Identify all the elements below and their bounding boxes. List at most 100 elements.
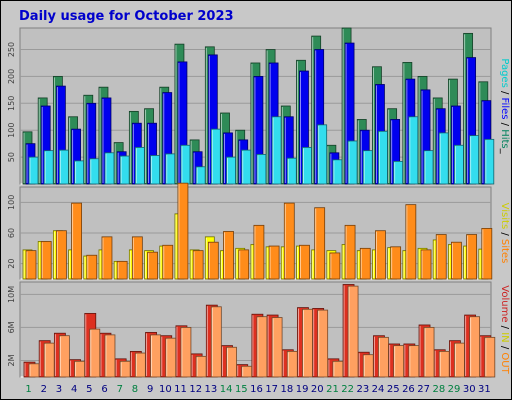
bar-volume-out	[195, 355, 207, 378]
bar-body	[147, 251, 158, 280]
legend-item: Hits	[499, 129, 510, 148]
bar-body	[238, 249, 250, 280]
bar-body	[58, 149, 69, 185]
bar-body	[378, 336, 389, 378]
bar-body	[180, 327, 192, 378]
x-tick-label: 18	[281, 384, 294, 395]
bar-body	[359, 247, 371, 280]
legend-item: /	[499, 119, 510, 129]
bar-body	[162, 244, 174, 280]
x-tick-label: 21	[326, 384, 339, 395]
legend-item: IN	[499, 332, 510, 342]
bar-volume-out	[438, 350, 450, 378]
bar-visits-sites	[390, 246, 402, 280]
bar-body	[454, 342, 465, 378]
bar-body	[101, 236, 113, 280]
x-tick-label: 28	[432, 384, 445, 395]
legend-item: /	[499, 88, 510, 98]
y-tick-label: 250	[7, 42, 16, 57]
bar-visits-sites	[40, 241, 52, 280]
bar-hits-pages	[28, 156, 39, 185]
bar-hits-pages	[58, 149, 69, 185]
bar-body	[55, 230, 67, 280]
x-tick-label: 15	[235, 384, 248, 395]
bar-hits-pages	[332, 159, 343, 185]
bar-volume-out	[454, 342, 465, 378]
bar-body	[256, 316, 268, 378]
x-tick-label: 4	[71, 384, 77, 395]
side-legend-hits: Pages / Files / Hits_	[499, 58, 510, 154]
legend-item: Sites	[499, 239, 510, 263]
bar-body	[408, 345, 420, 378]
bar-body	[28, 363, 40, 378]
bar-volume-out	[393, 345, 405, 378]
bar-hits-pages	[378, 130, 388, 185]
bar-visits-sites	[71, 202, 82, 280]
y-tick-label: 50	[7, 152, 16, 162]
bar-body	[40, 241, 52, 280]
bar-body	[405, 204, 417, 280]
bar-body	[423, 327, 435, 378]
x-tick-label: 16	[250, 384, 263, 395]
bar-volume-out	[210, 306, 222, 378]
bar-visits-sites	[451, 241, 462, 280]
bar-hits-pages	[484, 138, 495, 185]
bar-body	[256, 154, 267, 185]
bar-visits-sites	[481, 227, 493, 280]
bar-body	[408, 116, 419, 185]
bar-visits-sites	[359, 247, 371, 280]
bar-volume-out	[165, 337, 177, 378]
bar-volume-out	[347, 285, 359, 378]
bar-hits-pages	[302, 147, 312, 185]
bar-hits-pages	[119, 155, 130, 185]
bar-visits-sites	[86, 254, 98, 280]
bar-visits-sites	[329, 252, 341, 280]
legend-item: /	[499, 343, 510, 353]
x-tick-label: 29	[448, 384, 461, 395]
bar-body	[43, 150, 54, 185]
bar-volume-out	[302, 308, 313, 378]
bar-volume-out	[43, 342, 55, 378]
bar-body	[58, 335, 70, 378]
bar-hits-pages	[241, 149, 252, 185]
bar-body	[481, 227, 493, 280]
bar-visits-sites	[466, 234, 478, 280]
bar-volume-out	[28, 363, 40, 378]
bar-body	[332, 159, 343, 185]
bar-volume-out	[74, 360, 85, 378]
bar-body	[253, 224, 265, 280]
bar-body	[347, 285, 359, 378]
bar-volume-out	[317, 309, 329, 378]
bar-hits-pages	[210, 128, 221, 185]
bar-body	[469, 135, 480, 185]
bar-volume-out	[256, 316, 268, 378]
bar-body	[71, 202, 82, 280]
bar-visits-sites	[344, 224, 356, 280]
bar-body	[210, 306, 222, 378]
x-tick-label: 30	[463, 384, 476, 395]
bar-hits-pages	[165, 153, 176, 185]
bar-visits-sites	[299, 244, 310, 280]
bar-body	[484, 138, 495, 185]
bar-body	[43, 342, 55, 378]
bar-body	[89, 158, 100, 185]
bar-hits-pages	[150, 155, 160, 185]
bar-hits-pages	[226, 156, 236, 185]
y-tick-label: 20	[7, 259, 16, 269]
bar-body	[435, 234, 447, 280]
bar-body	[271, 116, 282, 185]
bar-body	[119, 360, 131, 378]
bar-body	[329, 252, 341, 280]
bar-volume-out	[362, 354, 374, 378]
bar-visits-sites	[25, 250, 37, 280]
bar-body	[86, 254, 98, 280]
bar-visits-sites	[131, 236, 143, 280]
legend-item: OUT	[499, 352, 510, 374]
bar-body	[314, 207, 326, 280]
bar-visits-sites	[253, 224, 265, 280]
bar-visits-sites	[101, 236, 113, 280]
bar-visits-sites	[223, 231, 234, 280]
x-tick-label: 11	[174, 384, 187, 395]
bar-body	[469, 316, 481, 378]
bar-body	[438, 132, 449, 185]
